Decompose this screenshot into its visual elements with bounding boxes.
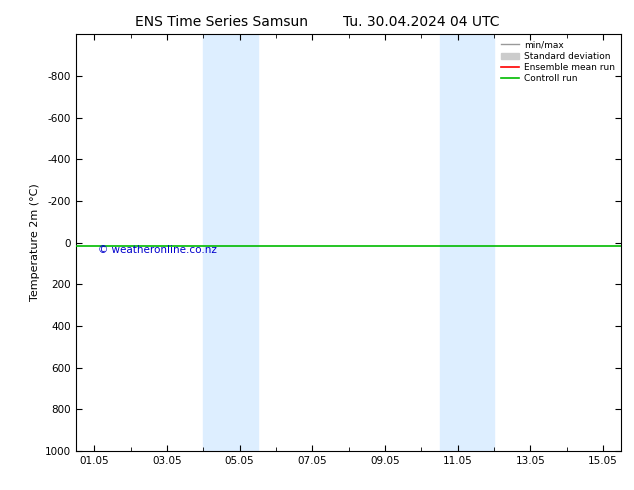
Y-axis label: Temperature 2m (°C): Temperature 2m (°C) bbox=[30, 184, 39, 301]
Legend: min/max, Standard deviation, Ensemble mean run, Controll run: min/max, Standard deviation, Ensemble me… bbox=[500, 39, 617, 85]
Bar bbox=[204, 34, 258, 451]
Text: © weatheronline.co.nz: © weatheronline.co.nz bbox=[98, 245, 217, 255]
Bar bbox=[439, 34, 494, 451]
Text: ENS Time Series Samsun        Tu. 30.04.2024 04 UTC: ENS Time Series Samsun Tu. 30.04.2024 04… bbox=[135, 15, 499, 29]
